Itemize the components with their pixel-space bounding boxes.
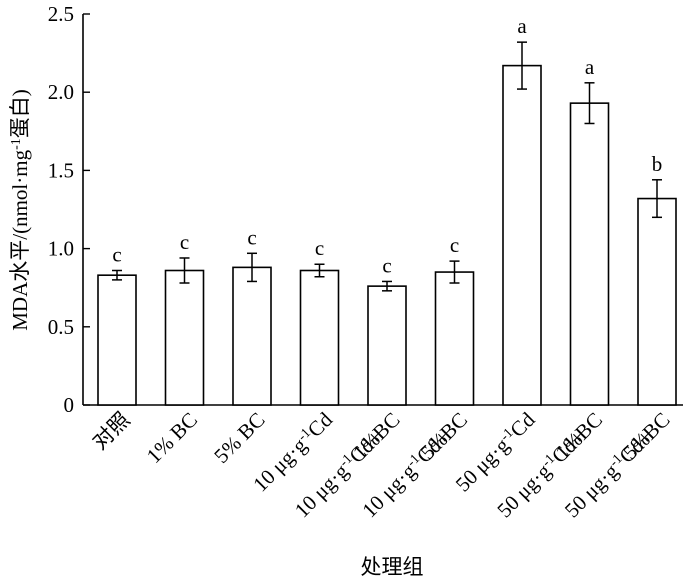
category-label-part: 1%BC (550, 408, 607, 465)
y-tick-labels: 0 0.5 1.0 1.5 2.0 2.5 (48, 2, 74, 417)
bars (97, 64, 677, 406)
category-label-part: 5% BC (209, 408, 269, 468)
category-label: 5%BC (618, 408, 675, 465)
category-label-line: 5%BC (415, 408, 472, 465)
y-tick-label: 0 (64, 393, 75, 417)
y-axis-title: MDA水平/(nmol·mg-1蛋白) (8, 89, 32, 331)
error-bars (112, 41, 662, 292)
category-label-part: 50 μg·g (451, 433, 515, 497)
category-label: 5% BC (209, 408, 269, 468)
bar (434, 271, 475, 406)
y-tick-label: 2.5 (48, 2, 74, 26)
category-label: 5%BC (415, 408, 472, 465)
bar (299, 269, 340, 406)
category-label-part: 10 μg·g (357, 459, 421, 523)
category-label: 对照 (88, 408, 135, 455)
significance-letter: c (315, 236, 324, 260)
bar (637, 197, 677, 406)
category-label-line: 5%BC (618, 408, 675, 465)
y-tick-label: 1.0 (48, 237, 74, 261)
category-label-line: 1% BC (142, 408, 202, 468)
category-label-part: 1% BC (142, 408, 202, 468)
y-axis-title-dot: · (8, 177, 32, 184)
significance-letter: b (652, 152, 663, 176)
category-label-part: 对照 (88, 408, 135, 455)
category-label-line: 5% BC (209, 408, 269, 468)
y-axis-title-unit: mg (8, 149, 32, 176)
y-tick-label: 2.0 (48, 80, 74, 104)
category-label-part: 5%BC (618, 408, 675, 465)
bar (367, 285, 407, 406)
category-label: 1%BC (550, 408, 607, 465)
y-tick-label: 1.5 (48, 158, 74, 182)
category-label-line: 对照 (88, 408, 135, 455)
y-tick-label: 0.5 (48, 315, 74, 339)
category-label: 1% BC (142, 408, 202, 468)
significance-letter: c (382, 253, 391, 277)
category-label-part: 10 μg·g (248, 433, 312, 497)
bar (97, 274, 137, 406)
significance-letter: c (247, 225, 256, 249)
significance-letter: a (585, 55, 595, 79)
significance-letter: c (450, 233, 459, 257)
bar (569, 102, 610, 406)
bar (232, 266, 272, 406)
category-label-part: 50 μg·g (492, 459, 556, 523)
category-label-part: 50 μg·g (560, 459, 624, 523)
category-label-part: 1%BC (348, 408, 405, 465)
category-label-line: 1%BC (550, 408, 607, 465)
significance-letter: c (112, 242, 121, 266)
category-label-line: 1%BC (348, 408, 405, 465)
y-axis-title-sup: -1 (9, 138, 24, 150)
category-label-part: 5%BC (415, 408, 472, 465)
category-label-part: 10 μg·g (290, 459, 354, 523)
x-axis-title: 处理组 (361, 555, 424, 579)
significance-letter: a (517, 14, 527, 38)
category-label: 1%BC (348, 408, 405, 465)
y-axis-title-main: MDA水平/(nmol (8, 184, 32, 331)
significance-letter: c (180, 230, 189, 254)
bar (164, 269, 205, 406)
significance-letters: c c c c c c a a b (112, 14, 662, 277)
y-axis-title-tail: 蛋白) (8, 89, 32, 138)
bar (502, 64, 542, 406)
